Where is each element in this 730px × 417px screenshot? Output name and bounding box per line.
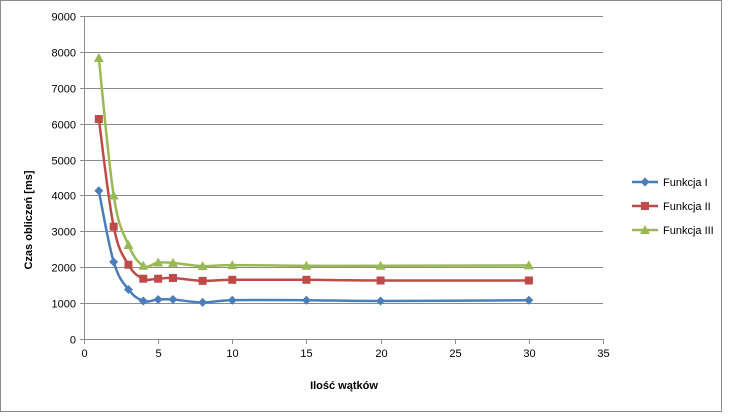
chart-frame [0,0,722,412]
x-tick-label: 15 [300,348,312,360]
y-tick-label: 0 [70,335,76,347]
data-point [93,52,104,62]
axes [80,16,604,344]
y-tick-label: 4000 [52,191,76,203]
data-point [376,296,386,306]
data-point [154,274,163,283]
legend-label: Funkcja II [663,201,711,213]
legend-label: Funkcja I [663,177,708,189]
data-point [227,260,238,270]
data-point [227,295,237,305]
legend: Funkcja I Funkcja II Funkcja III [632,177,714,237]
data-point [139,274,148,283]
legend-item: Funkcja III [632,225,714,237]
x-tick-label: 10 [226,348,238,360]
y-tick-label: 1000 [52,299,76,311]
y-tick-label: 9000 [52,12,76,24]
series-1 [94,186,534,307]
legend-marker [640,177,650,187]
x-tick-label: 0 [81,348,87,360]
x-tick-label: 20 [375,348,387,360]
data-point [153,295,163,305]
y-tick-label: 8000 [52,48,76,60]
legend-item: Funkcja I [632,177,708,189]
y-tick-label: 2000 [52,263,76,275]
x-tick-label: 35 [597,348,609,360]
y-tick-label: 3000 [52,227,76,239]
y-tick-label: 6000 [52,120,76,132]
data-point [524,295,534,305]
gridlines [84,16,603,304]
data-point [168,295,178,305]
data-point [198,297,208,307]
series-group [93,52,534,307]
data-point [123,284,133,294]
data-point [168,273,177,282]
data-point [138,296,148,306]
x-tick-label: 5 [155,348,161,360]
legend-label: Funkcja III [663,225,714,237]
y-tick-label: 7000 [52,84,76,96]
data-point [167,257,178,267]
data-point [524,276,533,285]
data-point [198,276,207,285]
x-axis-title: Ilość wątków [310,380,378,392]
data-point [108,190,119,200]
series-2 [94,115,533,285]
data-point [228,275,237,284]
data-point [109,257,119,267]
x-tick-label: 30 [523,348,535,360]
data-point [375,260,386,270]
data-point [138,260,149,270]
data-point [523,260,534,270]
tick-labels: 0 1000 2000 3000 4000 5000 6000 7000 8000 9000 0 5 1… [52,12,610,361]
data-point [123,239,134,249]
y-axis-title: Czas obliczeń [ms] [23,170,35,269]
data-point [301,260,312,270]
legend-item: Funkcja II [632,201,711,213]
x-tick-label: 25 [449,348,461,360]
legend-marker [641,202,649,210]
series-line [97,190,529,304]
data-point [153,257,164,267]
data-point [94,115,103,124]
legend-marker [640,225,650,234]
y-tick-label: 5000 [52,156,76,168]
series-3 [93,52,534,271]
data-point [124,260,133,269]
data-point [376,276,385,285]
data-point [301,295,311,305]
data-point [197,261,208,271]
data-point [109,222,118,231]
data-point [94,186,104,196]
data-point [302,275,311,284]
